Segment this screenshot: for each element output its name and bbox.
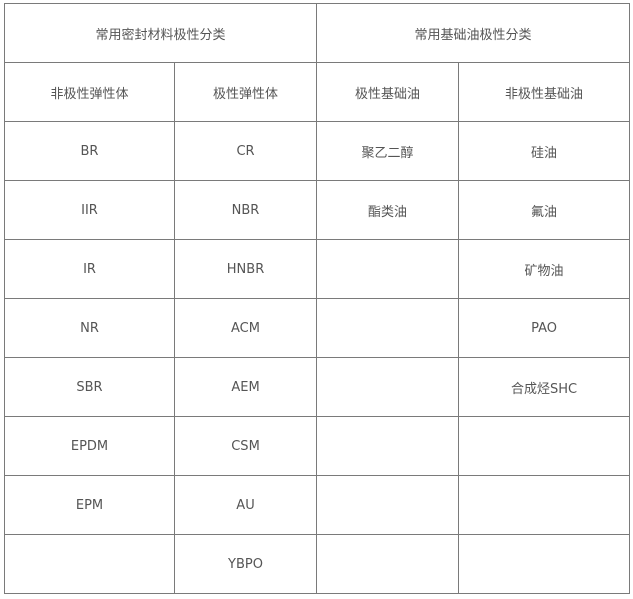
polar-elastomer-cell: HNBR [173,239,318,299]
table-row: IIR NBR 酯类油 氟油 [4,180,631,240]
table-row: BR CR 聚乙二醇 硅油 [4,121,631,181]
polar-base-oil-cell [316,416,460,476]
subheader-nonpolar-elastomer: 非极性弹性体 [4,62,175,122]
polar-base-oil-cell [316,357,460,417]
polar-elastomer-cell: AEM [173,357,318,417]
nonpolar-elastomer-cell [4,534,175,594]
subheader-row: 非极性弹性体 极性弹性体 极性基础油 非极性基础油 [4,62,631,122]
header-row: 常用密封材料极性分类 常用基础油极性分类 [3,3,631,63]
table-row: YBPO [4,534,631,594]
nonpolar-elastomer-cell: SBR [4,357,175,417]
table-row: EPDM CSM [4,416,631,476]
nonpolar-base-oil-cell [458,534,631,594]
nonpolar-elastomer-cell: EPDM [4,416,175,476]
nonpolar-base-oil-cell: PAO [458,298,631,358]
polar-elastomer-cell: ACM [173,298,318,358]
subheader-nonpolar-base-oil: 非极性基础油 [458,62,631,122]
nonpolar-elastomer-cell: BR [4,121,175,181]
table-row: NR ACM PAO [4,298,631,358]
polar-base-oil-cell [316,534,460,594]
polar-elastomer-cell: YBPO [173,534,318,594]
table-row: IR HNBR 矿物油 [4,239,631,299]
nonpolar-elastomer-cell: EPM [4,475,175,535]
nonpolar-base-oil-cell: 矿物油 [458,239,631,299]
nonpolar-base-oil-cell [458,416,631,476]
polar-elastomer-cell: CR [173,121,318,181]
polarity-classification-table: 常用密封材料极性分类 常用基础油极性分类 非极性弹性体 极性弹性体 极性基础油 … [3,3,631,594]
polar-base-oil-cell: 酯类油 [316,180,460,240]
table-row: SBR AEM 合成烃SHC [4,357,631,417]
polar-elastomer-cell: NBR [173,180,318,240]
polar-base-oil-cell [316,475,460,535]
nonpolar-elastomer-cell: NR [4,298,175,358]
polar-elastomer-cell: CSM [173,416,318,476]
subheader-polar-elastomer: 极性弹性体 [173,62,318,122]
polar-base-oil-cell [316,298,460,358]
table-row: EPM AU [4,475,631,535]
polar-elastomer-cell: AU [173,475,318,535]
header-base-oils: 常用基础油极性分类 [316,3,631,63]
polar-base-oil-cell: 聚乙二醇 [316,121,460,181]
nonpolar-base-oil-cell: 氟油 [458,180,631,240]
nonpolar-base-oil-cell [458,475,631,535]
nonpolar-base-oil-cell: 硅油 [458,121,631,181]
nonpolar-elastomer-cell: IIR [4,180,175,240]
polar-base-oil-cell [316,239,460,299]
subheader-polar-base-oil: 极性基础油 [316,62,460,122]
nonpolar-elastomer-cell: IR [4,239,175,299]
header-sealing-materials: 常用密封材料极性分类 [3,3,318,63]
nonpolar-base-oil-cell: 合成烃SHC [458,357,631,417]
